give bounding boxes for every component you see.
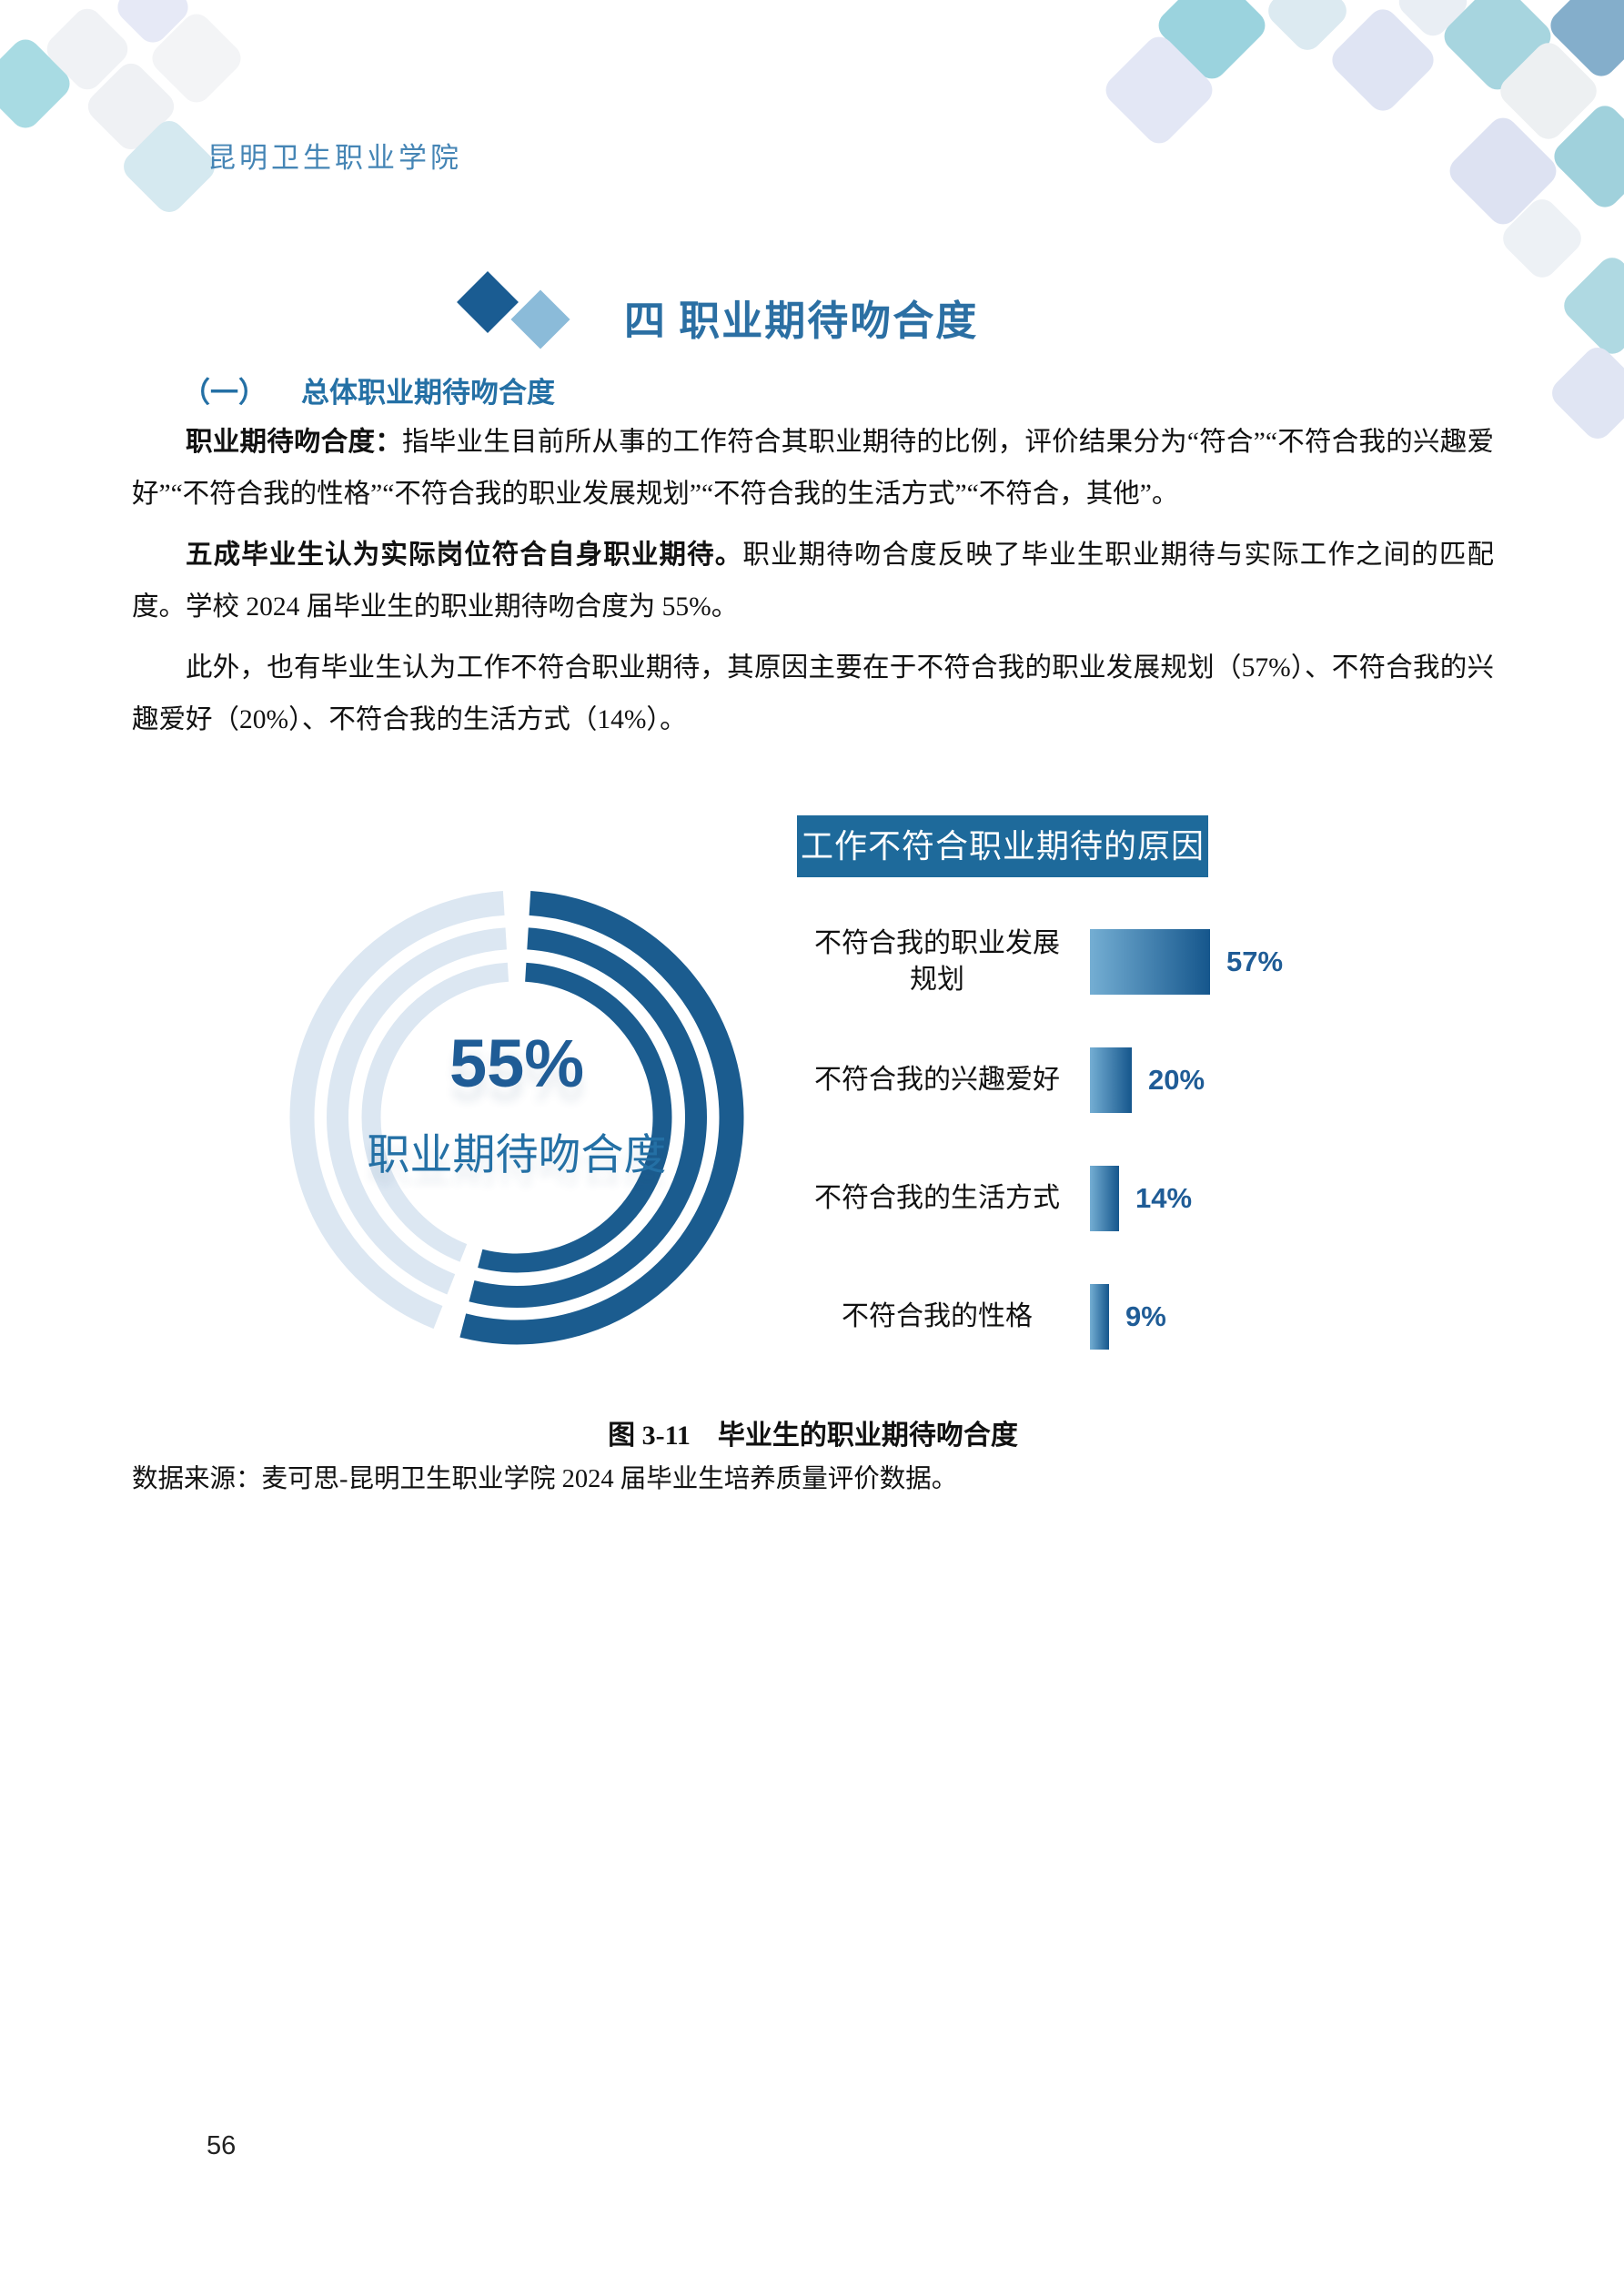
diamond-icon-dark bbox=[457, 271, 519, 333]
bar-chart: 不符合我的职业发展规划 57% 不符合我的兴趣爱好 20% 不符合我的生活方式 … bbox=[810, 903, 1392, 1376]
donut-center-value: 55% bbox=[449, 1026, 585, 1101]
paragraph-lead: 职业期待吻合度： bbox=[186, 428, 403, 457]
paragraph: 职业期待吻合度：指毕业生目前所从事的工作符合其职业期待的比例，评价结果分为“符合… bbox=[132, 417, 1494, 521]
paragraph-body: 职业期待吻合度反映了毕业生职业期待与实际工作之间的匹配度。学校 2024 届毕业… bbox=[132, 541, 1494, 622]
chapter-title: 四 职业期待吻合度 bbox=[624, 298, 979, 344]
figure-source: 数据来源：麦可思-昆明卫生职业学院 2024 届毕业生培养质量评价数据。 bbox=[132, 1465, 958, 1493]
page-number: 56 bbox=[207, 2131, 237, 2160]
bar-value-label: 14% bbox=[1135, 1182, 1193, 1214]
decor-square bbox=[1558, 251, 1624, 360]
bar-value-label: 9% bbox=[1125, 1300, 1166, 1332]
paragraph-body: 此外，也有毕业生认为工作不符合职业期待，其原因主要在于不符合我的职业发展规划（5… bbox=[132, 653, 1494, 734]
donut-rings bbox=[289, 890, 744, 1345]
paragraph: 五成毕业生认为实际岗位符合自身职业期待。职业期待吻合度反映了毕业生职业期待与实际… bbox=[132, 530, 1494, 633]
donut-arc-rest bbox=[289, 890, 744, 1345]
donut-arc-filled bbox=[361, 962, 672, 1273]
body-text: 职业期待吻合度：指毕业生目前所从事的工作符合其职业期待的比例，评价结果分为“符合… bbox=[132, 417, 1494, 755]
decor-square bbox=[1546, 341, 1624, 445]
section-heading-text: 总体职业期待吻合度 bbox=[301, 377, 555, 409]
bar-row: 不符合我的兴趣爱好 20% bbox=[810, 1021, 1392, 1139]
donut-center-label: 职业期待吻合度 bbox=[367, 1132, 667, 1179]
bar-category-label: 不符合我的性格 bbox=[842, 1301, 1033, 1331]
page-header: 昆明卫生职业学院 bbox=[207, 142, 462, 174]
section-numbering: （一） bbox=[182, 377, 267, 409]
donut-arc-rest bbox=[361, 962, 672, 1273]
paragraph-body: 指毕业生目前所从事的工作符合其职业期待的比例，评价结果分为“符合”“不符合我的兴… bbox=[132, 428, 1494, 509]
section-heading: （一） 总体职业期待吻合度 bbox=[182, 369, 555, 410]
donut-chart: 55% 职业期待吻合度 bbox=[289, 890, 744, 1345]
bar-row: 不符合我的职业发展规划 57% bbox=[810, 903, 1392, 1021]
bar bbox=[1090, 1047, 1132, 1113]
bar-chart-title: 工作不符合职业期待的原因 bbox=[797, 815, 1208, 877]
bar-row: 不符合我的生活方式 14% bbox=[810, 1139, 1392, 1258]
diamond-icon-light bbox=[510, 289, 570, 349]
bar-category-label: 不符合我的兴趣爱好 bbox=[814, 1065, 1060, 1095]
bar bbox=[1090, 1284, 1109, 1350]
bar-value-label: 57% bbox=[1226, 946, 1284, 977]
bar-category-label: 不符合我的职业发展规划 bbox=[814, 928, 1060, 995]
paragraph: 此外，也有毕业生认为工作不符合职业期待，其原因主要在于不符合我的职业发展规划（5… bbox=[132, 642, 1494, 746]
figure-caption: 图 3-11 毕业生的职业期待吻合度 bbox=[608, 1421, 1018, 1451]
bar bbox=[1090, 929, 1210, 995]
bar bbox=[1090, 1166, 1119, 1231]
bar-row: 不符合我的性格 9% bbox=[810, 1258, 1392, 1376]
bar-category-label: 不符合我的生活方式 bbox=[814, 1183, 1060, 1213]
donut-arc-filled bbox=[289, 890, 744, 1345]
paragraph-lead: 五成毕业生认为实际岗位符合自身职业期待。 bbox=[186, 541, 743, 570]
bar-value-label: 20% bbox=[1148, 1064, 1205, 1096]
donut-arc-rest bbox=[327, 927, 707, 1308]
